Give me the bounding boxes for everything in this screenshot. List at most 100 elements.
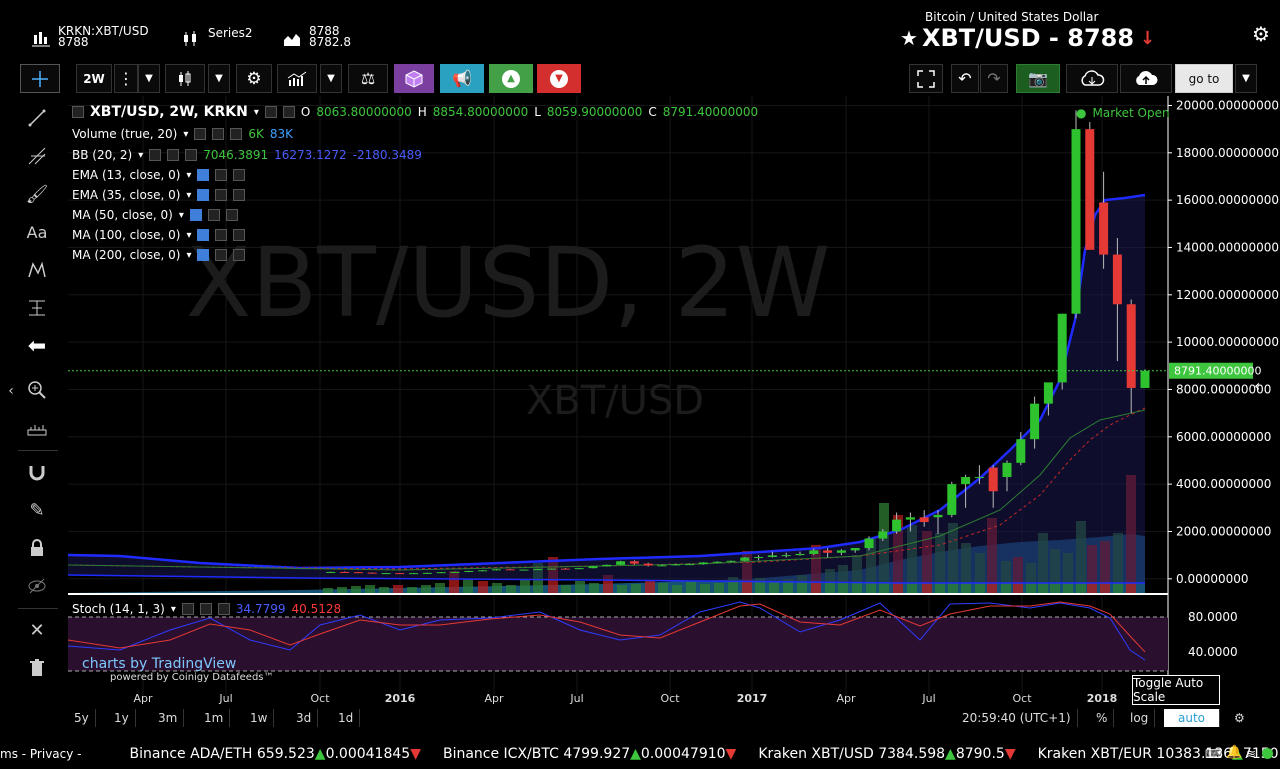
alert-button[interactable]: 📢 <box>440 64 484 93</box>
ema13-label[interactable]: EMA (13, close, 0) <box>72 168 181 182</box>
ticker-item[interactable]: Kraken XBT/EUR 10383.136▲7150.5▼ <box>1038 746 1280 762</box>
sell-button[interactable]: ▼ <box>537 64 581 93</box>
price-chart[interactable]: XBT/USD, 2W XBT/USD 20000.00000000 18000.… <box>67 96 1280 706</box>
trend-line-icon[interactable] <box>22 104 52 132</box>
settings-icon[interactable] <box>215 249 228 261</box>
settings-icon[interactable] <box>207 209 220 221</box>
chevron-down-icon[interactable]: ▼ <box>208 64 230 93</box>
close-icon[interactable] <box>233 249 246 261</box>
ma100-label[interactable]: MA (100, close, 0) <box>72 228 181 242</box>
range-3d[interactable]: 3d <box>290 709 319 727</box>
pattern-icon[interactable] <box>22 256 52 284</box>
tools-icon[interactable]: ✕ <box>29 619 45 641</box>
chevron-down-icon[interactable]: ▾ <box>186 169 192 181</box>
log-toggle[interactable]: log <box>1124 709 1156 727</box>
chevron-down-icon[interactable]: ▼ <box>320 64 342 93</box>
measure-icon[interactable] <box>22 294 52 322</box>
cube-button[interactable] <box>394 64 434 93</box>
footer-links[interactable]: ms - Privacy - <box>0 747 82 761</box>
stoch-label[interactable]: Stoch (14, 1, 3) <box>72 602 165 616</box>
redo-icon[interactable]: ↷ <box>980 64 1008 93</box>
settings-icon[interactable] <box>215 229 228 241</box>
volume-label[interactable]: Volume (true, 20) <box>72 127 178 141</box>
visibility-icon[interactable] <box>194 128 207 140</box>
range-1w[interactable]: 1w <box>244 709 275 727</box>
range-1d[interactable]: 1d <box>332 709 361 727</box>
symbol-series2[interactable]: Series2 <box>182 26 253 48</box>
visibility-icon[interactable] <box>197 189 210 201</box>
wifi-icon[interactable]: ≋ <box>1246 747 1257 761</box>
ticker-item[interactable]: Binance ICX/BTC 4799.927▲0.00047910▼ <box>443 746 736 762</box>
bell-icon[interactable]: 🔔 <box>1226 745 1243 760</box>
ruler-icon[interactable] <box>22 414 52 442</box>
settings-icon[interactable] <box>215 189 228 201</box>
symbol-area[interactable]: 8788 8782.8 <box>283 25 351 48</box>
visibility-icon[interactable] <box>197 229 210 241</box>
percent-toggle[interactable]: % <box>1090 709 1115 727</box>
settings-icon[interactable] <box>199 603 212 615</box>
chevron-down-icon[interactable]: ▾ <box>178 209 184 221</box>
range-3m[interactable]: 3m <box>152 709 185 727</box>
gear-icon[interactable]: ⚙ <box>1234 711 1245 725</box>
fullscreen-button[interactable] <box>909 64 943 93</box>
chart-area[interactable]: XBT/USD, 2W XBT/USD 20000.00000000 18000.… <box>67 96 1280 706</box>
snapshot-button[interactable]: 📷 <box>1016 64 1060 93</box>
interval-button[interactable]: 2W <box>76 64 112 93</box>
buy-button[interactable]: ▲ <box>489 64 533 93</box>
keyboard-icon[interactable]: ⌨ <box>1205 747 1223 761</box>
ticker-item[interactable]: Binance ADA/ETH 659.523▲0.00041845▼ <box>130 746 421 762</box>
close-icon[interactable] <box>185 149 198 161</box>
chevron-down-icon[interactable]: ▾ <box>186 229 192 241</box>
symbol-krkn[interactable]: KRKN:XBT/USD 8788 <box>32 25 149 48</box>
ticker-item[interactable]: Kraken XBT/USD 7384.598▲8790.5▼ <box>758 746 1015 762</box>
range-1m[interactable]: 1m <box>198 709 231 727</box>
settings-icon[interactable] <box>282 106 295 118</box>
chevron-down-icon[interactable]: ▾ <box>186 249 192 261</box>
range-5y[interactable]: 5y <box>68 709 96 727</box>
chart-type-button[interactable] <box>165 64 205 93</box>
cloud-load-button[interactable] <box>1066 64 1118 93</box>
chevron-down-icon[interactable]: ▾ <box>186 189 192 201</box>
bb-label[interactable]: BB (20, 2) <box>72 148 133 162</box>
settings-icon[interactable] <box>215 169 228 181</box>
lock-icon[interactable] <box>22 534 52 562</box>
more-icon[interactable]: ⋮ <box>114 64 138 93</box>
visibility-icon[interactable] <box>264 106 277 118</box>
crosshair-button[interactable] <box>20 64 60 93</box>
close-icon[interactable] <box>225 209 238 221</box>
undo-icon[interactable]: ↶ <box>951 64 979 93</box>
pencil-icon[interactable]: ✎ <box>29 499 45 521</box>
chevron-down-icon[interactable]: ▾ <box>183 128 189 140</box>
collapse-icon[interactable] <box>72 106 84 118</box>
visibility-icon[interactable] <box>149 149 162 161</box>
chevron-down-icon[interactable]: ▾ <box>138 149 144 161</box>
range-1y[interactable]: 1y <box>108 709 136 727</box>
close-icon[interactable] <box>233 169 246 181</box>
gear-icon[interactable]: ⚙ <box>1252 22 1270 46</box>
brush-icon[interactable]: 🖌 <box>25 183 49 205</box>
text-tool-icon[interactable]: Aa <box>26 222 48 242</box>
eye-hidden-icon[interactable] <box>22 572 52 600</box>
back-arrow-icon[interactable]: ⬅ <box>27 333 47 359</box>
settings-icon[interactable] <box>212 128 225 140</box>
close-icon[interactable] <box>233 189 246 201</box>
compare-button[interactable]: ⚖ <box>348 64 388 93</box>
chevron-down-icon[interactable]: ▾ <box>253 106 259 118</box>
magnet-icon[interactable] <box>22 458 52 486</box>
settings-button[interactable]: ⚙ <box>236 64 272 93</box>
close-icon[interactable] <box>233 229 246 241</box>
visibility-icon[interactable] <box>189 209 202 221</box>
chevron-down-icon[interactable]: ▼ <box>138 64 160 93</box>
close-icon[interactable] <box>217 603 230 615</box>
visibility-icon[interactable] <box>197 169 210 181</box>
cloud-save-button[interactable] <box>1120 64 1172 93</box>
auto-toggle[interactable]: auto <box>1164 709 1221 727</box>
settings-icon[interactable] <box>167 149 180 161</box>
chevron-down-icon[interactable]: ▾ <box>170 603 176 615</box>
trash-icon[interactable] <box>22 654 52 682</box>
pitchfork-icon[interactable] <box>22 142 52 170</box>
ma200-label[interactable]: MA (200, close, 0) <box>72 248 181 262</box>
close-icon[interactable] <box>230 128 243 140</box>
zoom-icon[interactable] <box>22 376 52 404</box>
visibility-icon[interactable] <box>197 249 210 261</box>
